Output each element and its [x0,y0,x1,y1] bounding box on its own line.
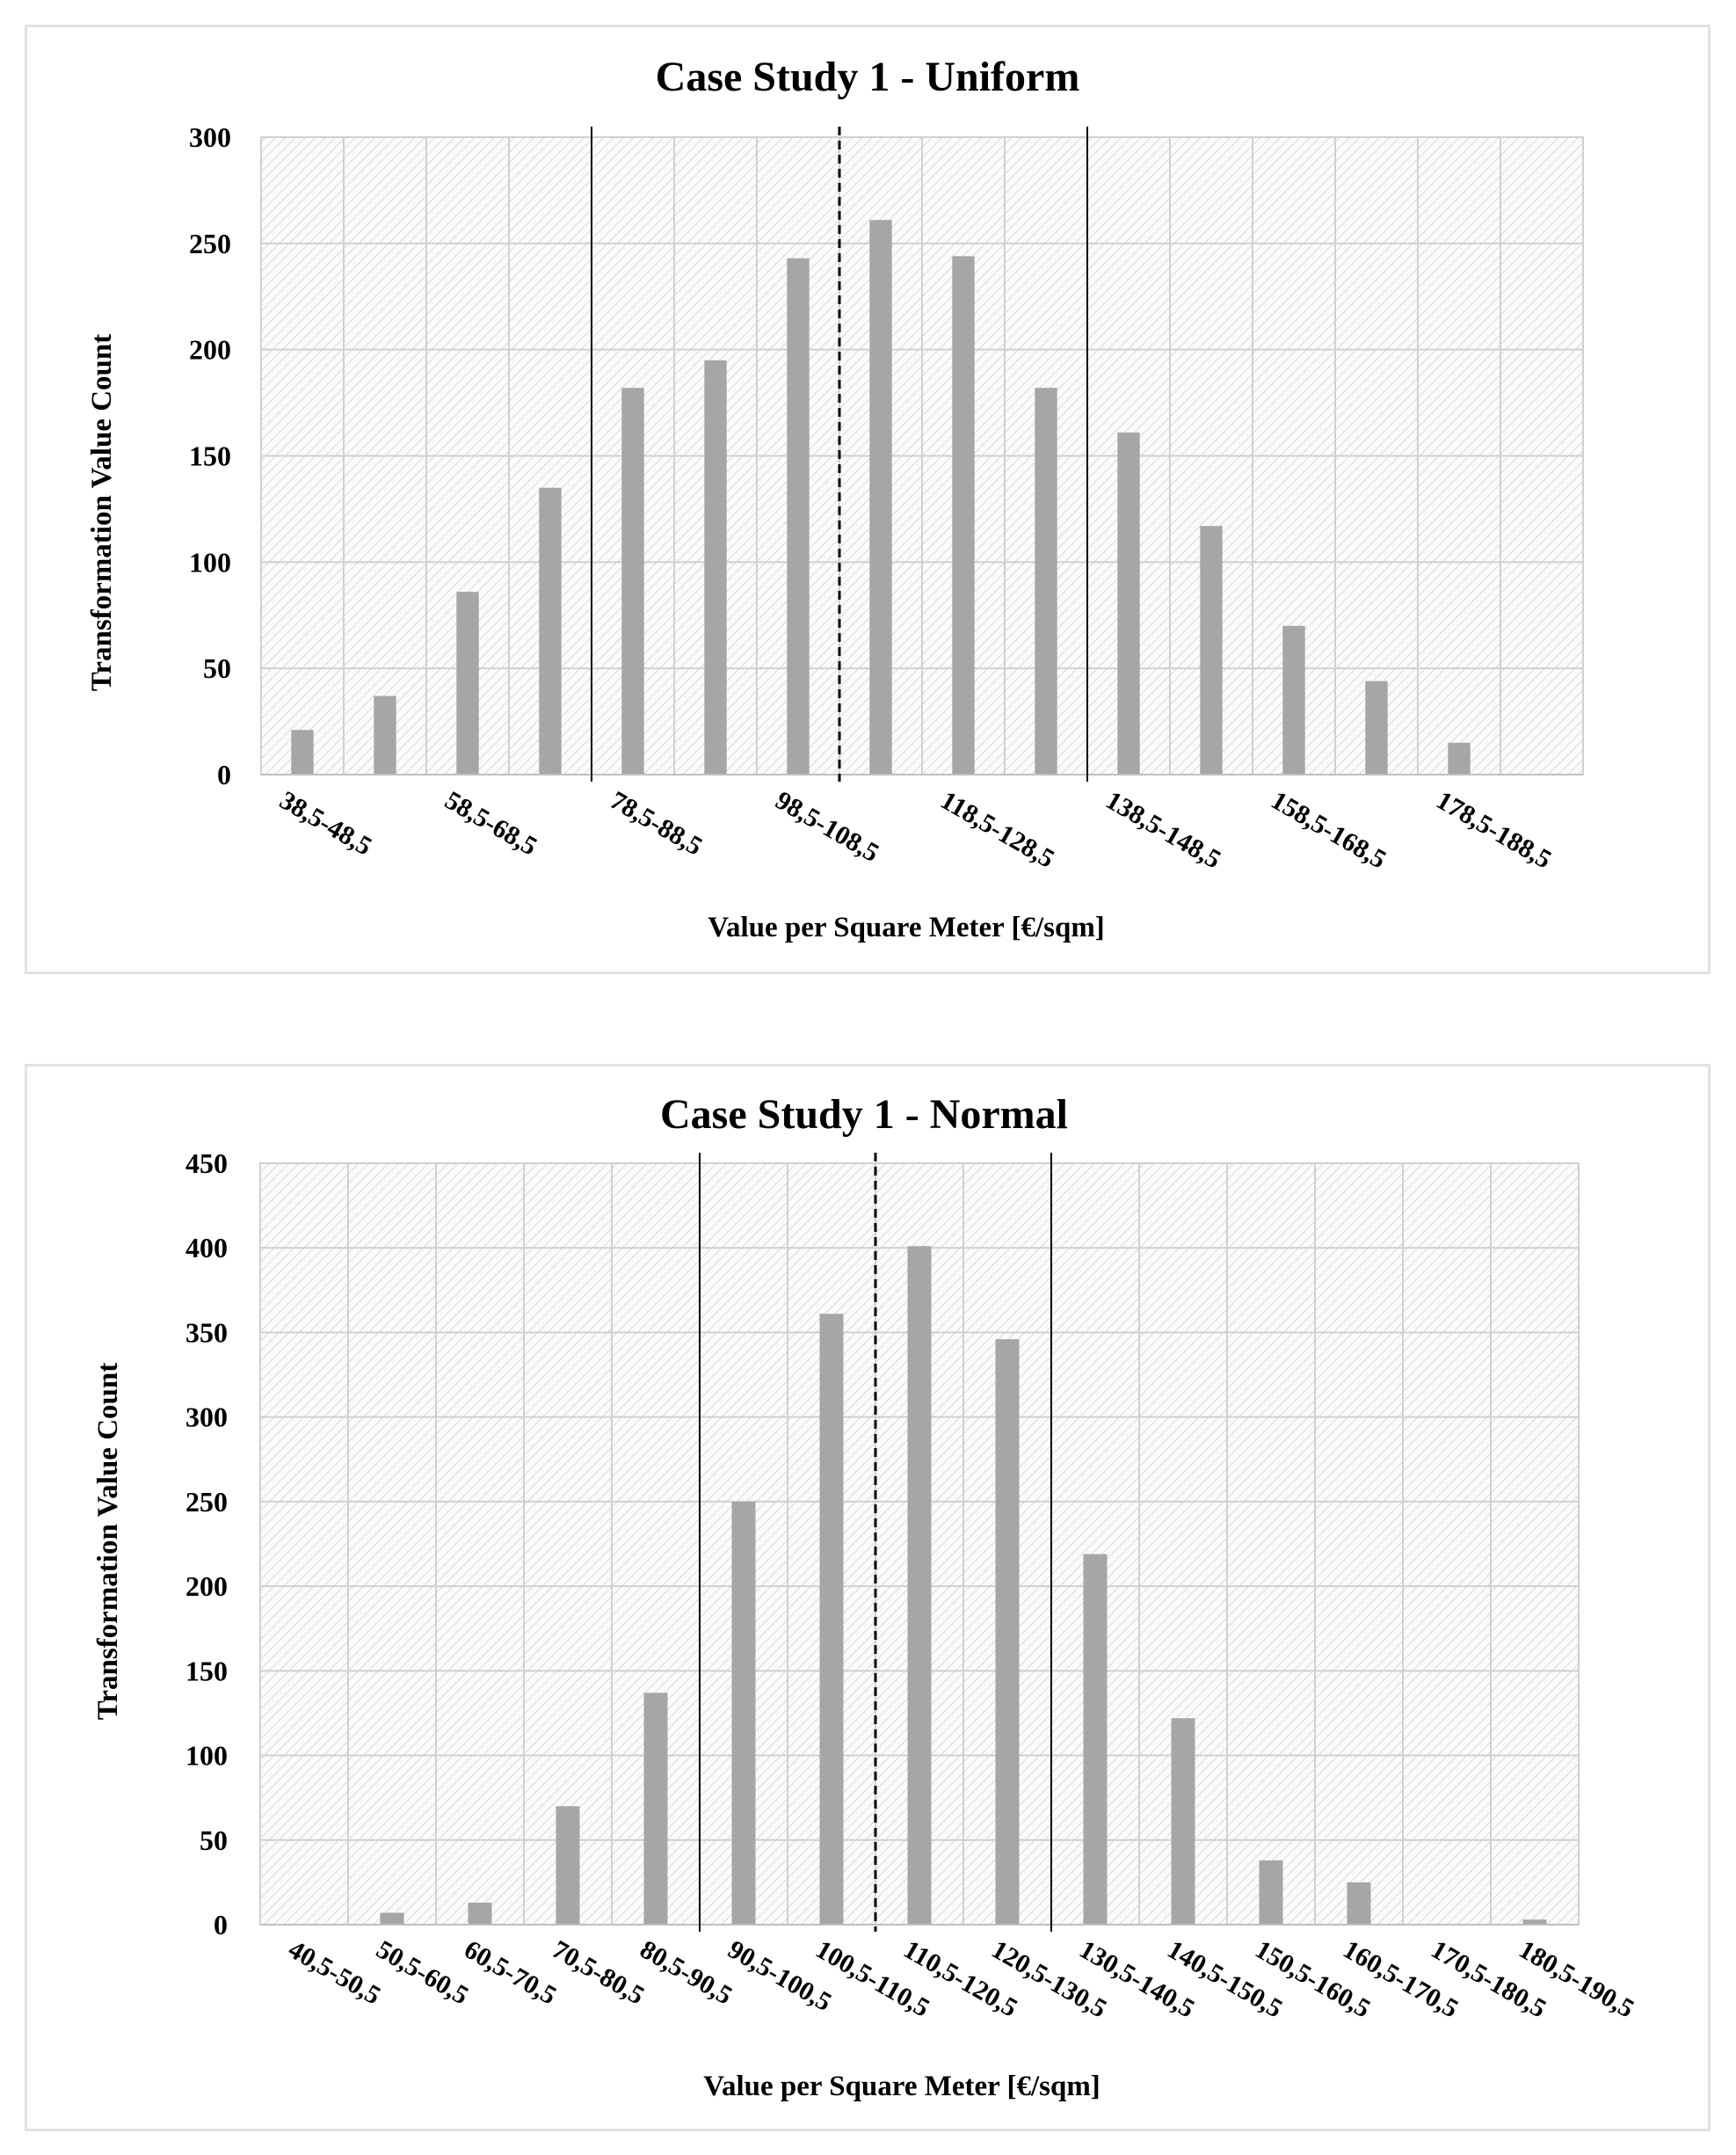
chart-title: Case Study 1 - Uniform [656,54,1080,100]
bar [556,1806,580,1925]
y-tick-label: 200 [189,334,231,366]
x-tick-label: 70,5-80,5 [548,1934,650,2010]
bar [1171,1718,1195,1925]
y-tick-label: 300 [189,121,231,153]
bar [643,1693,668,1925]
chart-panel-normal: Case Study 1 - Normal Value per Square M… [25,1064,1711,2131]
bar [819,1314,844,1925]
bar [1083,1554,1108,1925]
chart-normal: Case Study 1 - Normal Value per Square M… [92,1091,1639,2102]
bar [1259,1860,1283,1925]
bar [1282,625,1305,775]
x-tick-label: 178,5-188,5 [1432,785,1557,874]
bar [1200,526,1223,775]
x-tick-label: 58,5-68,5 [440,785,542,861]
y-tick-label: 150 [185,1655,228,1686]
bar [907,1246,932,1925]
y-tick-label: 50 [203,652,231,684]
bar [787,258,810,775]
bar [380,1912,404,1925]
x-tick-label: 138,5-148,5 [1101,785,1226,874]
y-tick-label: 0 [214,1909,228,1940]
bar [456,592,479,775]
bar [1365,681,1388,775]
bar [704,360,727,775]
x-tick-label: 40,5-50,5 [284,1934,386,2010]
y-tick-label: 450 [185,1147,228,1179]
x-axis-title: Value per Square Meter [€/sqm] [708,912,1105,943]
bar [374,695,396,775]
bar [869,220,892,775]
x-tick-label: 80,5-90,5 [636,1934,737,2010]
chart-title: Case Study 1 - Normal [660,1091,1068,1138]
y-tick-label: 100 [189,546,231,578]
bar [995,1339,1020,1925]
y-axis-title: Transformation Value Count [86,334,118,691]
y-tick-label: 0 [217,759,231,790]
y-axis-title: Transformation Value Count [92,1363,124,1720]
bar [1347,1882,1371,1925]
x-tick-label: 98,5-108,5 [771,785,884,868]
y-tick-label: 100 [185,1740,228,1772]
bar [1522,1919,1547,1925]
y-tick-label: 250 [189,228,231,259]
chart-uniform: Case Study 1 - Uniform Value per Square … [86,54,1584,943]
bar [952,256,975,775]
x-tick-label: 118,5-128,5 [936,785,1060,873]
y-tick-label: 250 [185,1486,228,1518]
x-tick-label: 60,5-70,5 [460,1934,562,2010]
y-tick-label: 400 [185,1232,228,1263]
x-tick-label: 38,5-48,5 [275,785,377,861]
bar [621,388,644,775]
x-tick-label: 50,5-60,5 [372,1934,474,2010]
y-tick-label: 150 [189,440,231,472]
bar [291,730,314,775]
bar [1035,388,1057,775]
y-tick-label: 300 [185,1401,228,1433]
bar [1448,742,1471,775]
bar [468,1902,492,1925]
bar [731,1501,756,1925]
y-tick-label: 350 [185,1316,228,1348]
bar [1117,432,1140,775]
x-tick-label: 158,5-168,5 [1267,785,1391,874]
x-tick-label: 78,5-88,5 [606,785,708,861]
bar [539,487,562,775]
y-tick-label: 200 [185,1570,228,1602]
chart-panel-uniform: Case Study 1 - Uniform Value per Square … [25,25,1711,974]
x-axis-title: Value per Square Meter [€/sqm] [703,2071,1100,2102]
y-tick-label: 50 [200,1824,228,1856]
